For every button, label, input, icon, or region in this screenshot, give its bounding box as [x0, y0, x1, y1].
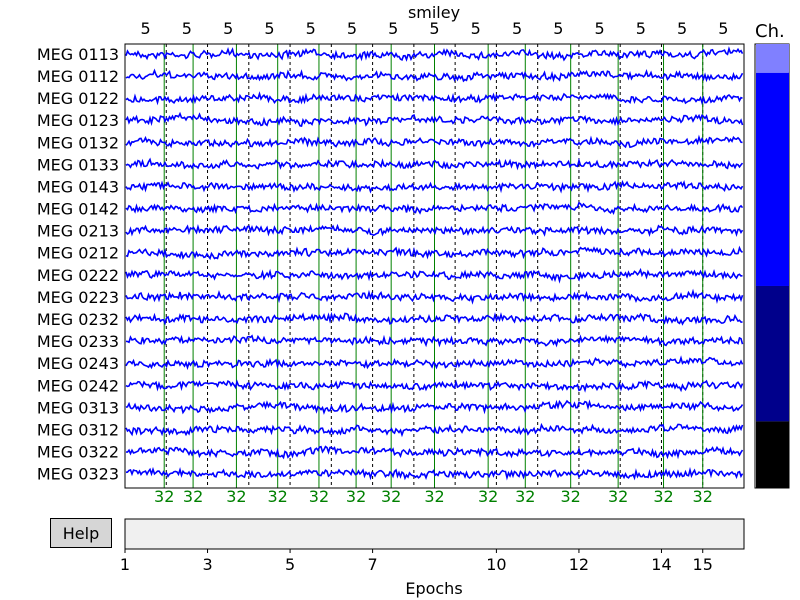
epoch-tick-label: 12: [569, 555, 589, 574]
channel-label: MEG 0313: [37, 398, 119, 417]
epoch-tick-label: 5: [285, 555, 295, 574]
help-button-label: Help: [62, 523, 100, 543]
bottom-event-label: 32: [561, 487, 581, 506]
epoch-tick-label: 15: [693, 555, 713, 574]
chart-title: smiley: [408, 3, 460, 22]
channel-trace: [125, 399, 744, 415]
bottom-event-labels: 32 32 32 32 32 32 32 32 32 32 32 32 32 32: [154, 487, 713, 506]
epoch-navigation-bar[interactable]: [124, 518, 745, 550]
channel-label: MEG 0242: [37, 376, 119, 395]
channel-label: MEG 0133: [37, 155, 119, 174]
channel-label: MEG 0233: [37, 332, 119, 351]
channel-label: MEG 0142: [37, 200, 119, 219]
channel-label: MEG 0232: [37, 310, 119, 329]
channel-label: MEG 0123: [37, 111, 119, 130]
channel-label: MEG 0223: [37, 288, 119, 307]
top-event-label: 5: [306, 19, 316, 38]
channel-trace: [125, 223, 744, 238]
channel-label: MEG 0112: [37, 67, 119, 86]
help-button[interactable]: Help: [50, 518, 112, 548]
channel-trace: [125, 68, 744, 83]
plot-frame: [124, 43, 745, 489]
top-event-label: 5: [718, 19, 728, 38]
channel-trace: [125, 311, 743, 326]
channel-trace: [125, 288, 744, 305]
bottom-event-label: 32: [424, 487, 444, 506]
channel-label: MEG 0312: [37, 420, 119, 439]
bottom-event-label: 32: [154, 487, 174, 506]
top-event-label: 5: [141, 19, 151, 38]
scrollbar-segment[interactable]: [756, 44, 789, 73]
channel-label: MEG 0213: [37, 222, 119, 241]
channel-trace: [125, 334, 744, 348]
top-event-label: 5: [264, 19, 274, 38]
top-event-label: 5: [182, 19, 192, 38]
channel-label: MEG 0212: [37, 244, 119, 263]
epoch-tick-label: 1: [120, 555, 130, 574]
scrollbar-segment[interactable]: [756, 285, 789, 422]
bottom-event-label: 32: [226, 487, 246, 506]
channel-label: MEG 0323: [37, 465, 119, 484]
top-event-labels: 5 5 5 5 5 5 5 5 5 5 5 5 5 5 5: [141, 19, 729, 38]
epoch-tick-label: 14: [651, 555, 671, 574]
bottom-event-label: 32: [653, 487, 673, 506]
bottom-event-label: 32: [183, 487, 203, 506]
channel-trace: [125, 201, 744, 216]
channel-label: MEG 0222: [37, 266, 119, 285]
top-event-label: 5: [223, 19, 233, 38]
channel-trace: [125, 422, 744, 438]
top-event-label: 5: [636, 19, 646, 38]
bottom-event-label: 32: [515, 487, 535, 506]
channel-label: MEG 0132: [37, 133, 119, 152]
bottom-event-label: 32: [693, 487, 713, 506]
bottom-event-label: 32: [309, 487, 329, 506]
channel-label: MEG 0122: [37, 89, 119, 108]
channel-trace: [125, 355, 744, 371]
channel-scrollbar[interactable]: [756, 44, 789, 488]
epoch-tick-label: 7: [368, 555, 378, 574]
bottom-event-label: 32: [608, 487, 628, 506]
bottom-event-label: 32: [346, 487, 366, 506]
channel-trace: [125, 245, 744, 261]
channel-label: MEG 0113: [37, 45, 119, 64]
epoch-tick-label: 10: [486, 555, 506, 574]
channel-label: MEG 0243: [37, 354, 119, 373]
channel-labels: MEG 0113 MEG 0112 MEG 0122 MEG 0123 MEG 0132…: [37, 45, 119, 484]
top-event-label: 5: [388, 19, 398, 38]
channel-trace: [125, 111, 744, 128]
epoch-tick-labels: 1 3 5 7 10 12 14 15: [120, 549, 713, 574]
bottom-event-label: 32: [478, 487, 498, 506]
scrollbar-label: Ch.: [755, 21, 785, 42]
bottom-event-label: 32: [381, 487, 401, 506]
bottom-event-label: 32: [268, 487, 288, 506]
channel-label: MEG 0322: [37, 443, 119, 462]
epoch-tick-label: 3: [202, 555, 212, 574]
channel-trace: [125, 179, 744, 194]
top-event-label: 5: [677, 19, 687, 38]
top-event-label: 5: [471, 19, 481, 38]
x-axis-label: Epochs: [405, 579, 462, 598]
top-event-label: 5: [553, 19, 563, 38]
channel-traces: [125, 46, 744, 481]
channel-trace: [125, 445, 744, 460]
channel-trace: [125, 379, 744, 393]
top-event-label: 5: [594, 19, 604, 38]
top-event-label: 5: [512, 19, 522, 38]
channel-trace: [125, 466, 744, 481]
scrollbar-segment[interactable]: [756, 72, 789, 286]
channel-trace: [125, 134, 743, 149]
channel-trace: [125, 91, 743, 106]
channel-trace: [125, 46, 744, 62]
scrollbar-segment[interactable]: [756, 421, 789, 488]
channel-trace: [125, 157, 744, 171]
top-event-label: 5: [429, 19, 439, 38]
top-event-label: 5: [347, 19, 357, 38]
channel-label: MEG 0143: [37, 177, 119, 196]
channel-trace: [125, 267, 743, 284]
